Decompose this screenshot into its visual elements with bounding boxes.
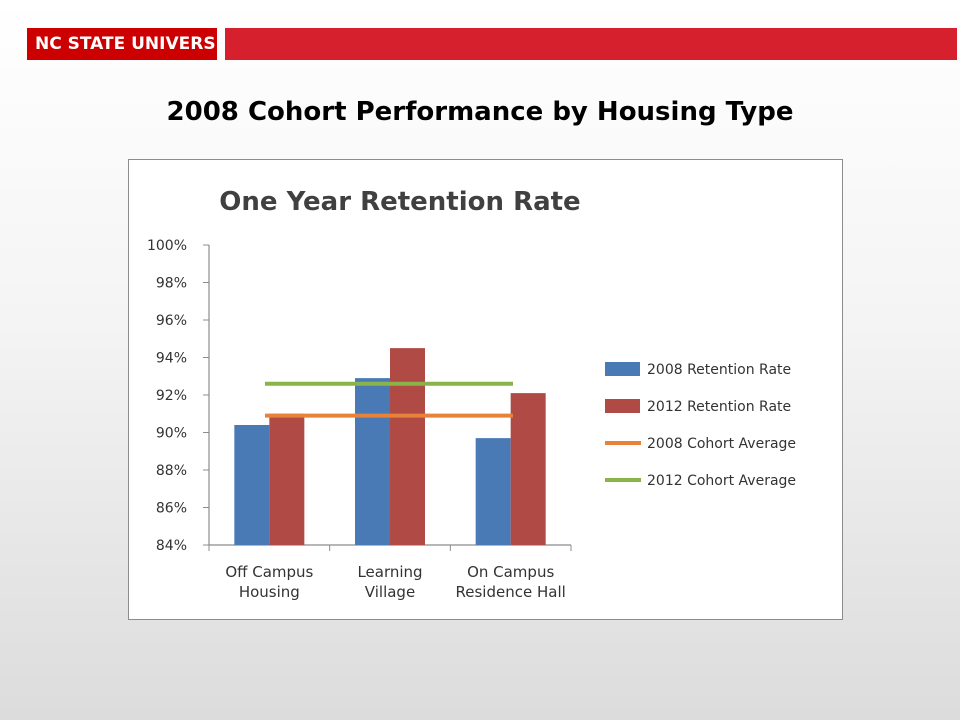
- x-category-label: Learning Village: [357, 563, 422, 601]
- legend-label: 2012 Cohort Average: [647, 473, 796, 489]
- bar-2008: [234, 425, 270, 545]
- y-tick-label: 88%: [156, 463, 187, 479]
- retention-chart: One Year Retention Rate 84% 86% 88% 90% 92% 9…: [147, 187, 796, 601]
- y-tick-label: 86%: [156, 501, 187, 517]
- legend-swatch: [605, 399, 640, 413]
- y-tick-label: 94%: [156, 351, 187, 367]
- x-category-label: On Campus Residence Hall: [456, 563, 566, 601]
- axes: 84% 86% 88% 90% 92% 94% 96% 98% 100% Off Campus Ho…: [147, 238, 572, 601]
- x-category-label: Off Campus Housing: [225, 563, 313, 601]
- bar-2012: [510, 393, 546, 545]
- y-tick-label: 96%: [156, 313, 187, 329]
- y-tick-label: 92%: [156, 388, 187, 404]
- chart-title: One Year Retention Rate: [219, 187, 580, 217]
- y-tick-label: 84%: [156, 538, 187, 554]
- reference-lines: [265, 381, 513, 418]
- bar-2008: [475, 438, 511, 545]
- bar-2008: [355, 378, 390, 545]
- bars: [234, 348, 546, 545]
- legend-label: 2008 Cohort Average: [647, 436, 796, 452]
- y-tick-label: 100%: [147, 238, 187, 254]
- brand-header: NC STATE UNIVERSITY: [27, 28, 957, 60]
- university-logo: NC STATE UNIVERSITY: [27, 28, 217, 60]
- legend: 2008 Retention Rate 2012 Retention Rate 20…: [605, 362, 796, 489]
- y-tick-label: 98%: [156, 276, 187, 292]
- bar-2012: [269, 413, 305, 545]
- y-tick-label: 90%: [156, 426, 187, 442]
- legend-swatch: [605, 362, 640, 376]
- brand-strip: [225, 28, 957, 60]
- legend-label: 2012 Retention Rate: [647, 399, 791, 415]
- chart-container: One Year Retention Rate 84% 86% 88% 90% 92% 9…: [128, 159, 843, 620]
- slide-title: 2008 Cohort Performance by Housing Type: [166, 97, 794, 127]
- legend-label: 2008 Retention Rate: [647, 362, 791, 378]
- bar-2012: [390, 348, 425, 545]
